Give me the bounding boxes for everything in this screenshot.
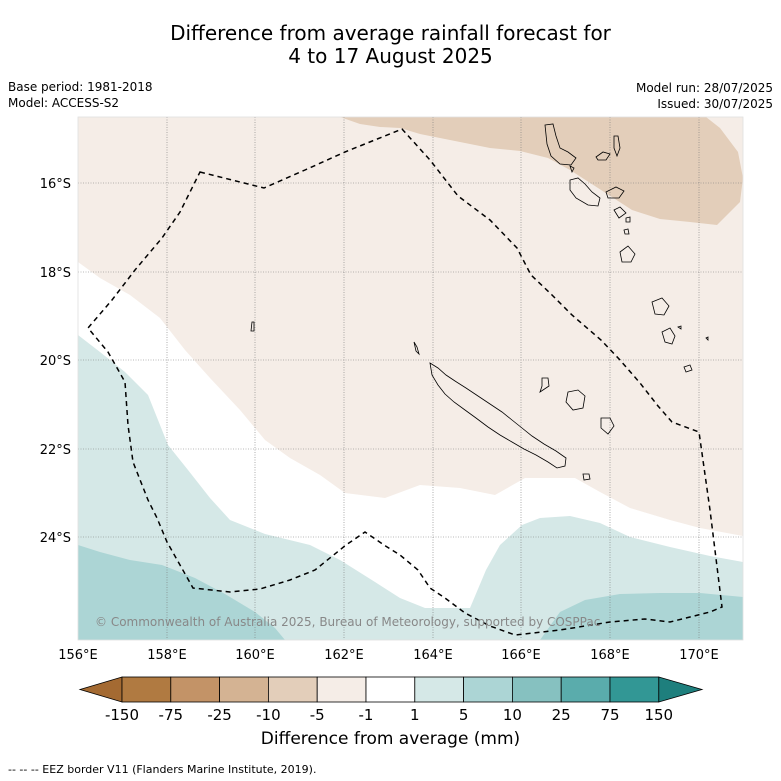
colorbar-segment xyxy=(170,676,221,703)
loyalty-island-lifou xyxy=(565,389,586,411)
loyalty-island-mare xyxy=(600,417,615,435)
map-frame xyxy=(77,116,744,641)
colorbar-tick: -75 xyxy=(159,706,184,724)
lat-label-20s: 20°S xyxy=(40,354,71,369)
moderate-dry-region xyxy=(340,117,743,225)
colorbar-upper-extension xyxy=(658,676,704,703)
moderate-wet-region-east xyxy=(540,593,743,640)
loyalty-island-ouvea xyxy=(539,377,550,393)
chesterfield-islets xyxy=(250,321,255,332)
isle-of-pines xyxy=(582,473,591,481)
vanuatu-islands xyxy=(544,123,709,373)
colorbar-tick: 10 xyxy=(503,706,522,724)
lon-label-164e: 164°E xyxy=(413,648,453,663)
colorbar-tick: -5 xyxy=(310,706,325,724)
colorbar-segment xyxy=(365,676,416,703)
colorbar-segment xyxy=(121,676,172,703)
eez-footnote: -- -- -- EEZ border V11 (Flanders Marine… xyxy=(8,763,317,776)
colorbar-tick-labels: -150 -75 -25 -10 -5 -1 1 5 10 25 75 150 xyxy=(105,706,673,724)
colorbar-tick: -150 xyxy=(105,706,139,724)
model-label: Model: ACCESS-S2 xyxy=(8,96,120,110)
light-wet-region xyxy=(78,335,743,640)
colorbar-tick: -1 xyxy=(359,706,374,724)
colorbar-lower-extension xyxy=(78,676,123,703)
lon-label-168e: 168°E xyxy=(590,648,630,663)
colorbar-tick: 75 xyxy=(600,706,619,724)
lon-label-166e: 166°E xyxy=(501,648,541,663)
base-period-label: Base period: 1981-2018 xyxy=(8,80,153,94)
colorbar-segment xyxy=(512,676,562,703)
colorbar: -150 -75 -25 -10 -5 -1 1 5 10 25 75 150 xyxy=(78,676,704,724)
map-area xyxy=(78,117,743,640)
colorbar-segment xyxy=(267,676,318,703)
colorbar-tick: 5 xyxy=(459,706,469,724)
colorbar-segment xyxy=(560,676,611,703)
lat-label-16s: 16°S xyxy=(40,177,71,192)
colorbar-segment xyxy=(316,676,367,703)
lat-label-22s: 22°S xyxy=(40,443,71,458)
colorbar-segment xyxy=(414,676,464,703)
lon-label-156e: 156°E xyxy=(58,648,98,663)
lat-label-18s: 18°S xyxy=(40,266,71,281)
gridlines xyxy=(78,117,743,640)
lon-label-170e: 170°E xyxy=(679,648,719,663)
colorbar-tick: -25 xyxy=(207,706,232,724)
lat-label-24s: 24°S xyxy=(40,531,71,546)
colorbar-segment xyxy=(463,676,513,703)
lon-label-162e: 162°E xyxy=(324,648,364,663)
colorbar-tick: -10 xyxy=(256,706,281,724)
new-caledonia-main-island xyxy=(429,362,567,469)
copyright-notice: © Commonwealth of Australia 2025, Bureau… xyxy=(95,615,600,629)
colorbar-segment xyxy=(219,676,269,703)
map-title-line2: 4 to 17 August 2025 xyxy=(288,44,493,68)
longitude-labels: 156°E 158°E 160°E 162°E 164°E 166°E 168°… xyxy=(58,648,719,663)
issued-label: Issued: 30/07/2025 xyxy=(657,97,773,111)
colorbar-tick: 25 xyxy=(552,706,571,724)
colorbar-tick: 1 xyxy=(410,706,420,724)
colorbar-tick: 150 xyxy=(644,706,673,724)
colorbar-segment xyxy=(609,676,660,703)
colorbar-label: Difference from average (mm) xyxy=(260,729,521,749)
map-title-line1: Difference from average rainfall forecas… xyxy=(170,21,611,45)
belep-islands xyxy=(413,341,420,356)
model-run-label: Model run: 28/07/2025 xyxy=(635,81,773,95)
latitude-labels: 16°S 18°S 20°S 22°S 24°S xyxy=(40,177,71,546)
lon-label-160e: 160°E xyxy=(235,648,275,663)
moderate-wet-region-west xyxy=(78,545,285,640)
lon-label-158e: 158°E xyxy=(147,648,187,663)
